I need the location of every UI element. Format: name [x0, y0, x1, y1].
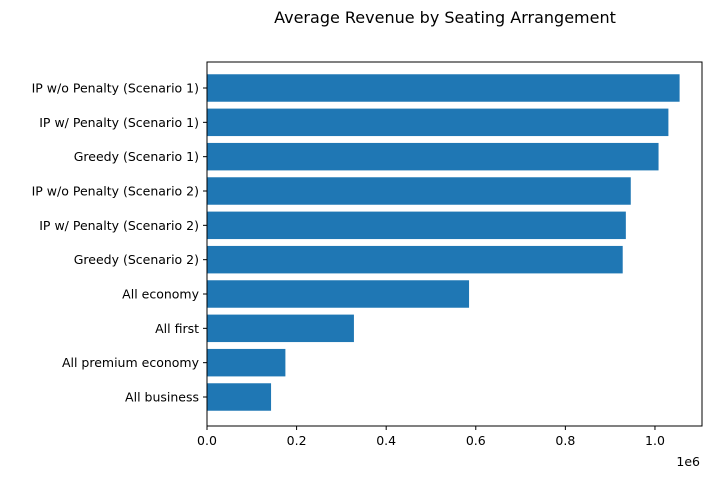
category-label: All first [155, 321, 199, 336]
chart-title: Average Revenue by Seating Arrangement [274, 8, 616, 27]
bar [207, 74, 680, 102]
x-axis-ticks: 0.0 0.2 0.4 0.6 0.8 1.0 [197, 426, 665, 448]
category-label: Greedy (Scenario 2) [74, 252, 199, 267]
category-label: IP w/o Penalty (Scenario 1) [32, 81, 199, 96]
bar [207, 245, 623, 274]
bar [207, 177, 631, 205]
bars-group [207, 74, 680, 411]
x-tick-label: 0.4 [376, 433, 396, 448]
x-tick-label: 0.6 [466, 433, 486, 448]
category-label: All economy [122, 287, 199, 302]
category-label: IP w/ Penalty (Scenario 2) [39, 218, 199, 233]
bar [207, 383, 272, 411]
plot-frame [206, 61, 703, 427]
category-label: All business [125, 390, 199, 405]
category-label: IP w/o Penalty (Scenario 2) [32, 184, 199, 199]
category-label: Greedy (Scenario 1) [74, 149, 199, 164]
bar [207, 211, 626, 240]
bar [207, 348, 286, 377]
bar [207, 108, 669, 137]
category-labels: IP w/o Penalty (Scenario 1) IP w/ Penalty… [32, 81, 207, 405]
x-tick-label: 0.8 [555, 433, 575, 448]
bar [207, 314, 354, 343]
x-tick-label: 0.2 [287, 433, 307, 448]
x-tick-label: 0.0 [197, 433, 217, 448]
category-label: All premium economy [62, 355, 200, 370]
bar [207, 280, 470, 308]
x-axis-offset-label: 1e6 [676, 454, 700, 469]
bar [207, 142, 659, 171]
x-tick-label: 1.0 [645, 433, 665, 448]
category-label: IP w/ Penalty (Scenario 1) [39, 115, 199, 130]
